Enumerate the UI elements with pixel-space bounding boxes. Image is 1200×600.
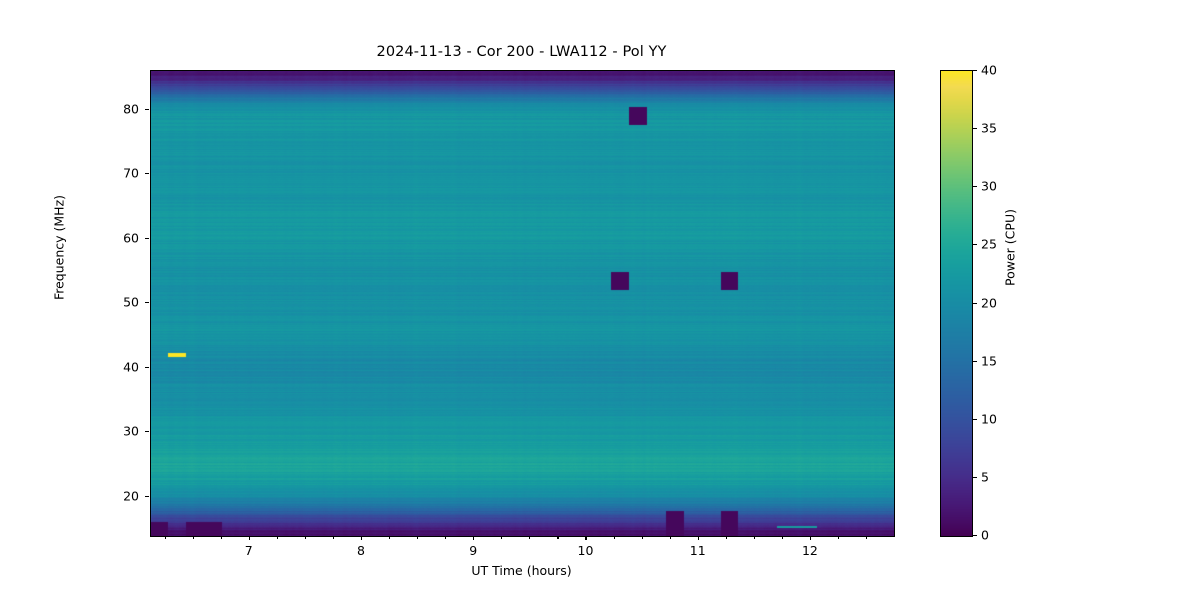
x-tick-minor [501,536,503,539]
y-tick-label: 80 [123,101,139,117]
colorbar-tick [973,70,978,72]
y-tick-major [145,366,150,368]
x-tick-major [473,536,475,541]
x-tick-major [585,536,587,541]
x-tick-minor [866,536,868,539]
y-tick-label: 40 [123,359,139,375]
y-tick-major [145,431,150,433]
x-tick-label: 10 [577,543,594,558]
y-tick-major [145,237,150,239]
colorbar-tick [973,244,978,246]
y-axis-label: Frequency (MHz) [51,194,67,301]
colorbar-tick-label: 25 [981,236,997,252]
x-tick-label: 7 [244,543,253,558]
spectrogram-axes[interactable] [150,70,895,537]
colorbar-tick [973,476,978,478]
y-tick-label: 60 [123,230,139,246]
x-tick-minor [781,536,783,539]
colorbar-gradient [941,71,972,536]
colorbar-tick-label: 10 [981,411,997,427]
x-tick-label: 11 [689,543,706,558]
x-tick-major [248,536,250,541]
x-tick-label: 9 [469,543,478,558]
colorbar-axes[interactable] [940,70,973,537]
y-tick-label: 30 [123,423,139,439]
x-tick-minor [529,536,531,539]
x-tick-minor [417,536,419,539]
colorbar-tick [973,535,978,537]
x-tick-minor [669,536,671,539]
colorbar-tick [973,186,978,188]
colorbar-tick-label: 35 [981,120,997,136]
colorbar-tick-label: 40 [981,62,997,78]
x-tick-minor [641,536,643,539]
x-axis-label: UT Time (hours) [471,563,572,578]
y-tick-major [145,173,150,175]
x-tick-minor [557,536,559,539]
y-tick-label: 50 [123,294,139,310]
x-tick-minor [276,536,278,539]
x-tick-major [809,536,812,541]
colorbar-tick-label: 0 [981,527,989,543]
x-tick-label: 8 [357,543,365,558]
x-tick-minor [753,536,755,539]
colorbar-tick-label: 5 [981,469,989,485]
x-tick-minor [164,536,166,539]
colorbar-tick [973,302,978,304]
y-tick-label: 70 [123,165,139,181]
colorbar-tick-label: 20 [981,295,997,310]
x-tick-minor [389,536,391,539]
colorbar-tick-label: 30 [981,178,997,194]
x-tick-minor [192,536,194,539]
x-tick-minor [613,536,615,539]
colorbar-tick [973,128,978,130]
x-tick-label: 12 [801,543,818,558]
x-tick-minor [445,536,447,539]
spectrogram-image [151,71,894,536]
x-tick-minor [220,536,222,539]
x-tick-minor [304,536,306,539]
x-tick-major [361,536,363,541]
x-tick-minor [332,536,335,539]
y-tick-major [145,302,150,304]
page-title: 2024-11-13 - Cor 200 - LWA112 - Pol YY [376,44,667,60]
x-tick-minor [838,536,840,539]
x-tick-major [697,536,699,541]
x-tick-minor [725,536,727,539]
y-tick-major [145,495,150,497]
colorbar-tick [973,360,978,362]
y-tick-major [145,108,150,110]
y-tick-label: 20 [123,488,139,504]
colorbar-tick-label: 15 [981,353,997,369]
colorbar-tick [973,418,978,420]
colorbar-label: Power (CPU) [1002,209,1018,286]
